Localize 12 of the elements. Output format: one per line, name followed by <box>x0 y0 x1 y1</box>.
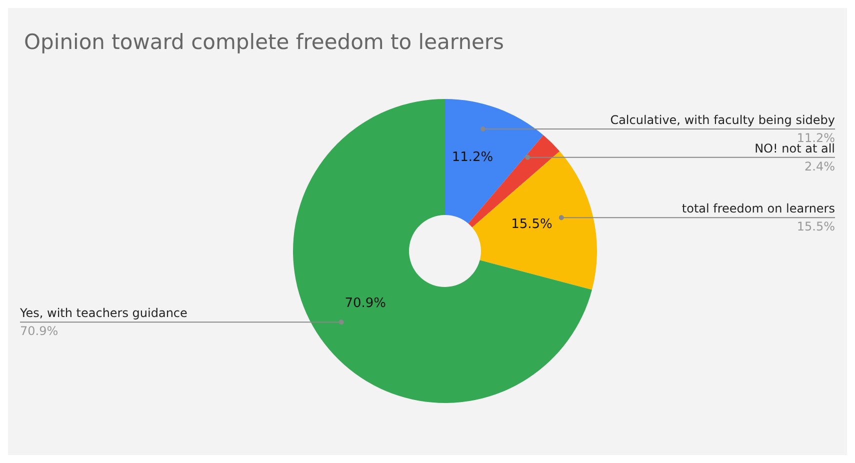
text: 70.9% <box>20 324 58 338</box>
chart-title: Opinion toward complete freedom to learners <box>24 30 504 54</box>
data-label: 11.2% <box>452 150 494 166</box>
data-label: 2.4% <box>804 159 835 174</box>
data-label: 15.5% <box>511 217 552 232</box>
text: 15.5% <box>796 220 835 234</box>
slice-label: Yes, with teachers guidance <box>19 306 188 320</box>
slice-label: Calculative, with faculty being sideby <box>610 112 835 127</box>
data-label: 70.9% <box>344 296 386 312</box>
donut-slice <box>293 99 592 403</box>
slice-label: NO! not at all <box>754 141 835 156</box>
slice-label: total freedom on learners <box>682 202 835 216</box>
